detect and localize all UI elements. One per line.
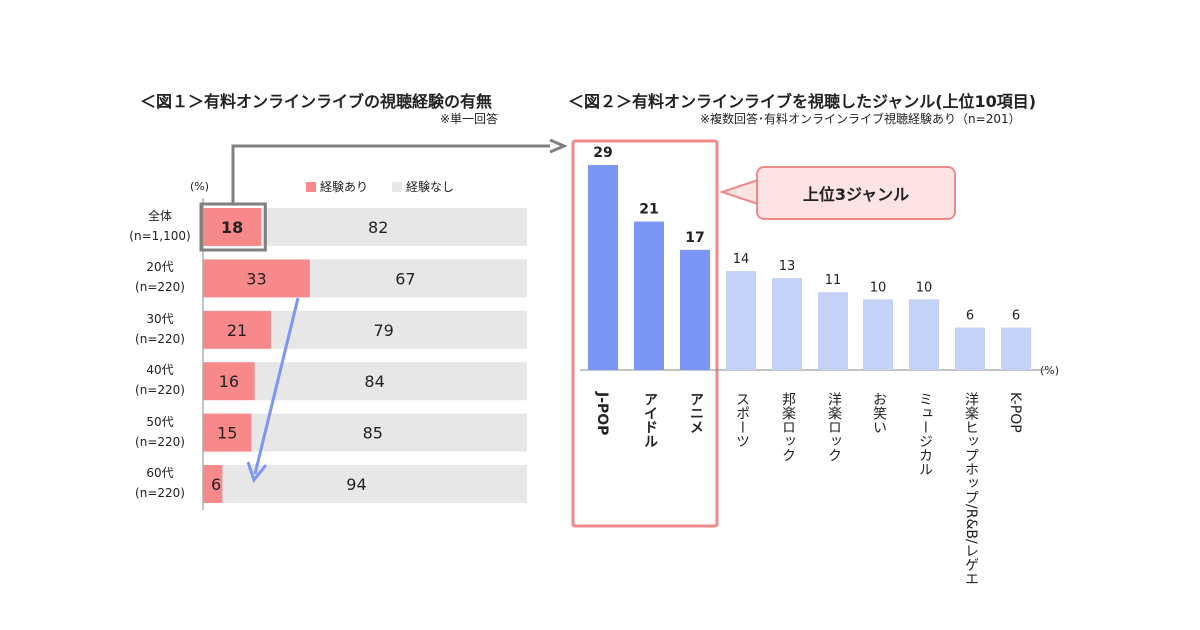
bar-yes — [203, 413, 252, 452]
top3-callout: 上位3ジャンル — [756, 166, 956, 220]
genre-bar-value: 13 — [779, 259, 796, 274]
bar-yes-value: 6 — [211, 475, 221, 494]
bar-no — [309, 259, 527, 298]
bar-no — [254, 362, 527, 401]
genre-bar — [1001, 327, 1031, 370]
top3-frame — [571, 139, 719, 528]
genre-bar — [818, 292, 848, 370]
bar-yes — [203, 259, 310, 298]
bar-yes — [203, 465, 223, 503]
genre-label: アイドル — [642, 392, 658, 448]
row-label: 40代 (n=220) — [128, 360, 192, 400]
row-label: 50代 (n=220) — [128, 412, 192, 452]
genre-bar — [634, 221, 664, 370]
genre-label: 邦楽ロック — [780, 392, 796, 462]
bar-yes-value: 15 — [217, 424, 237, 443]
row-label-group: 50代 — [146, 414, 174, 429]
row-label: 20代 (n=220) — [128, 257, 192, 297]
genre-bar — [680, 249, 710, 370]
fig1-highlight-box — [199, 202, 267, 252]
genre-bar-value: 11 — [825, 273, 842, 288]
genre-label: お笑い — [871, 392, 887, 434]
bar-yes-value: 18 — [221, 218, 243, 237]
bar-yes — [203, 310, 272, 349]
fig1-legend: 経験あり 経験なし — [306, 178, 454, 195]
genre-label: スポーツ — [734, 392, 750, 448]
bar-yes-value: 21 — [227, 321, 247, 340]
row-label-n: (n=220) — [135, 486, 185, 500]
fig2-note: ※複数回答･有料オンラインライブ視聴経験あり（n=201） — [700, 112, 1021, 126]
legend-swatch-no — [392, 181, 403, 192]
genre-bar-value: 29 — [593, 145, 612, 161]
bar-no-value: 82 — [368, 218, 388, 237]
bar-no-value: 85 — [363, 424, 383, 443]
genre-label: 洋楽ロック — [826, 392, 842, 462]
row-label-n: (n=220) — [135, 280, 185, 295]
bar-no — [261, 208, 527, 246]
bar-yes-value: 33 — [246, 269, 266, 288]
genre-bar-value: 21 — [639, 202, 658, 218]
genre-bar — [726, 271, 756, 370]
trend-arrowhead — [246, 461, 268, 484]
genre-label: 洋楽ヒップホップ/R&B/レゲエ — [963, 392, 979, 586]
fig1-unit: (%) — [190, 180, 210, 193]
callout-pointer — [718, 179, 759, 205]
row-label-group: 30代 — [146, 311, 174, 326]
bar-yes-value: 16 — [219, 372, 239, 391]
genre-bar — [909, 299, 939, 370]
genre-bar-value: 6 — [966, 309, 974, 324]
fig1-note: ※単一回答 — [440, 112, 499, 126]
legend-swatch-yes — [306, 181, 316, 192]
row-label-n: (n=220) — [135, 434, 185, 449]
bar-no-value: 84 — [364, 372, 384, 391]
genre-bar — [772, 278, 802, 370]
bar-yes — [203, 208, 262, 246]
fig1-title: ＜図１＞有料オンラインライブの視聴経験の有無 — [140, 92, 493, 111]
bar-no — [271, 310, 527, 349]
row-label: 全体 (n=1,100) — [128, 206, 192, 246]
row-label-group: 40代 — [146, 363, 174, 378]
genre-label: アニメ — [688, 392, 704, 434]
connector-arrow — [231, 144, 550, 203]
legend-label-no: 経験なし — [406, 180, 455, 194]
trend-arrow — [253, 297, 300, 475]
row-label-group: 60代 — [146, 466, 174, 480]
legend-label-yes: 経験あり — [320, 180, 369, 194]
genre-label: ミュージカル — [917, 392, 933, 476]
genre-bar-value: 17 — [685, 230, 704, 246]
genre-bar — [588, 165, 618, 370]
bar-no — [222, 465, 527, 503]
bar-no-value: 94 — [346, 475, 366, 494]
bar-no-value: 67 — [395, 269, 415, 288]
genre-label: K-POP — [1007, 392, 1023, 433]
genre-bar-value: 10 — [916, 280, 933, 295]
row-label-group: 20代 — [146, 260, 174, 275]
row-label-n: (n=220) — [135, 331, 185, 346]
row-label-n: (n=1,100) — [129, 229, 191, 243]
callout-label: 上位3ジャンル — [802, 185, 910, 204]
row-label: 60代 (n=220) — [128, 463, 192, 503]
fig2-unit: (%) — [1040, 364, 1060, 377]
genre-bar-value: 6 — [1012, 309, 1020, 324]
row-label-group: 全体 — [147, 209, 172, 223]
fig2-title: ＜図２＞有料オンラインライブを視聴したジャンル(上位10項目) — [568, 92, 1037, 111]
genre-bar-value: 14 — [733, 252, 750, 267]
genre-bar — [863, 299, 893, 370]
genre-label: J-POP — [594, 392, 610, 436]
row-label-n: (n=220) — [135, 383, 185, 398]
bar-no-value: 79 — [373, 321, 393, 340]
bar-yes — [203, 362, 255, 401]
genre-bar-value: 10 — [870, 280, 887, 295]
connector-arrowhead — [549, 138, 568, 154]
bar-no — [251, 413, 527, 452]
genre-bar — [955, 327, 985, 370]
row-label: 30代 (n=220) — [128, 309, 192, 349]
